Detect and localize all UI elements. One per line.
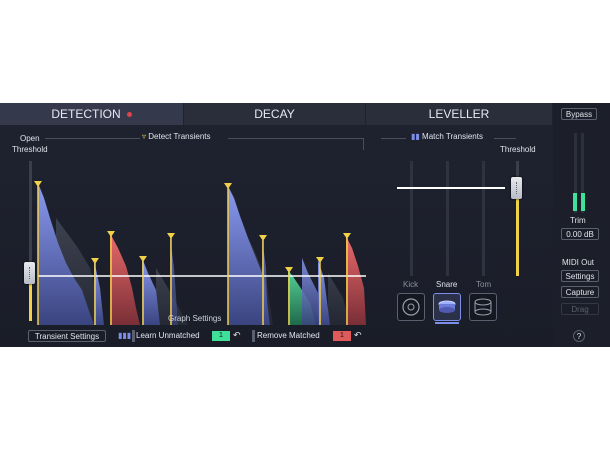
threshold-label: Threshold <box>500 145 536 154</box>
leveller-threshold-line <box>397 187 505 189</box>
drum-label-tom: Tom <box>476 280 492 289</box>
waveform-peak-red <box>110 233 140 325</box>
tab-leveller-label: LEVELLER <box>428 107 490 121</box>
remove-matched-button[interactable]: Remove Matched <box>257 331 320 340</box>
divider-line <box>228 138 363 139</box>
transient-marker-head <box>285 267 293 273</box>
tab-detection-label: DETECTION <box>51 107 121 121</box>
record-dot-icon <box>126 112 132 118</box>
transient-marker-head <box>343 233 351 239</box>
tab-leveller[interactable]: LEVELLER <box>366 103 552 125</box>
learn-unmatched-toggle[interactable] <box>132 330 135 342</box>
transient-markers <box>37 186 348 325</box>
match-transients-header[interactable]: ▮▮ Match Transients <box>411 132 483 141</box>
kick-drum-button[interactable] <box>397 293 425 321</box>
threshold-fill <box>516 198 519 276</box>
trim-label: Trim <box>570 216 586 225</box>
transient-marker-head <box>316 257 324 263</box>
snare-level-track[interactable] <box>446 161 449 276</box>
transient-waveform-graph[interactable] <box>28 178 366 325</box>
graph-settings-button[interactable]: Graph Settings <box>168 314 222 323</box>
bypass-button[interactable]: Bypass <box>561 108 597 120</box>
snare-drum-button[interactable] <box>433 293 461 321</box>
learn-unmatched-button[interactable]: Learn Unmatched <box>136 331 200 340</box>
drum-label-snare: Snare <box>436 280 458 289</box>
histogram-icon: ▮▮▮ <box>118 331 132 340</box>
transient-marker-head <box>167 233 175 239</box>
kick-drum-icon <box>402 298 420 316</box>
open-threshold-fill <box>29 275 32 321</box>
transient-marker-head <box>259 235 267 241</box>
output-meter-right <box>581 193 585 211</box>
output-meter-left <box>573 193 577 211</box>
divider-line <box>381 138 406 139</box>
open-threshold-track <box>29 161 32 321</box>
divider-line <box>363 138 364 150</box>
midi-out-label: MIDI Out <box>562 258 595 267</box>
output-meter-track <box>581 133 584 213</box>
transient-marker-head <box>139 256 147 262</box>
snare-selected-indicator <box>435 322 459 324</box>
waveform-peak-blue <box>38 183 94 325</box>
divider-line <box>494 138 516 139</box>
learn-unmatched-count: 1 <box>212 331 230 341</box>
kick-level-track[interactable] <box>410 161 413 276</box>
detect-transients-header[interactable]: ▿ Detect Transients <box>142 132 211 141</box>
open-threshold-slider[interactable] <box>24 262 35 284</box>
undo-icon[interactable]: ↶ <box>233 330 241 340</box>
transient-marker-heads <box>34 181 351 273</box>
detect-transients-label: Detect Transients <box>148 132 211 141</box>
tom-drum-icon <box>474 298 492 316</box>
match-transients-label: Match Transients <box>422 132 483 141</box>
divider-line <box>45 138 140 139</box>
waveform-peak-blue <box>142 258 160 325</box>
transient-marker-head <box>91 258 99 264</box>
tom-drum-button[interactable] <box>469 293 497 321</box>
tab-decay[interactable]: DECAY <box>184 103 365 125</box>
snare-drum-icon <box>438 300 456 313</box>
undo-icon[interactable]: ↶ <box>354 330 362 340</box>
midi-drag-button[interactable]: Drag <box>561 303 599 315</box>
threshold-slider[interactable] <box>511 177 522 199</box>
trim-value-field[interactable]: 0.00 dB <box>561 228 599 240</box>
waveform-peak-red <box>346 236 366 325</box>
waveform-decay-region <box>328 273 350 325</box>
midi-capture-button[interactable]: Capture <box>561 286 599 298</box>
open-threshold-label: Open Threshold <box>12 134 48 154</box>
bypass-label: Bypass <box>565 110 593 119</box>
histogram-icon: ▮▮ <box>411 132 420 141</box>
transient-settings-button[interactable]: Transient Settings <box>28 330 106 342</box>
transient-marker-head <box>224 183 232 189</box>
tab-detection[interactable]: DETECTION <box>0 103 183 125</box>
transient-marker-head <box>107 231 115 237</box>
transient-plugin-window: DETECTION DECAY LEVELLER Open Threshold … <box>0 103 610 347</box>
tom-level-track[interactable] <box>482 161 485 276</box>
waveform-peak-blue <box>170 236 178 325</box>
midi-settings-button[interactable]: Settings <box>561 270 599 282</box>
waveform-peak-blue <box>228 186 270 325</box>
output-meter-track <box>574 133 577 213</box>
transient-marker-icon: ▿ <box>142 132 147 141</box>
tab-decay-label: DECAY <box>254 107 295 121</box>
remove-matched-toggle[interactable] <box>252 330 255 342</box>
remove-matched-count: 1 <box>333 331 351 341</box>
drum-label-kick: Kick <box>403 280 419 289</box>
help-button[interactable]: ? <box>573 330 585 342</box>
transient-marker-head <box>34 181 42 187</box>
